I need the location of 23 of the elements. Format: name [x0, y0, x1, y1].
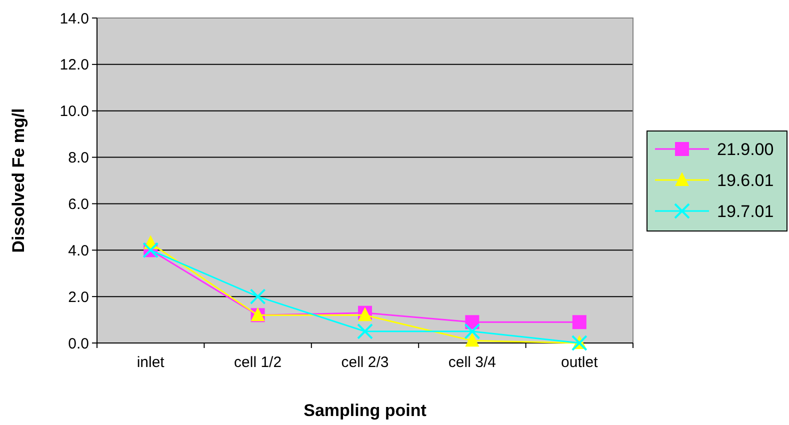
- x-tick-label: inlet: [136, 354, 166, 371]
- x-axis-title: Sampling point: [304, 401, 427, 420]
- y-tick-label: 6.0: [68, 196, 89, 213]
- legend-label: 19.6.01: [717, 170, 774, 190]
- point: [464, 323, 480, 340]
- y-tick-label: 0.0: [68, 335, 89, 352]
- point: [465, 332, 480, 347]
- y-tick-label: 10.0: [60, 103, 89, 120]
- point: [357, 323, 373, 340]
- x-tick-label: cell 2/3: [341, 354, 389, 371]
- x-tick-label: cell 1/2: [234, 354, 282, 371]
- point: [572, 315, 586, 330]
- y-tick-label: 4.0: [68, 242, 89, 260]
- y-tick-label: 14.0: [60, 10, 89, 28]
- x-tick-label: cell 3/4: [448, 354, 496, 371]
- y-tick-label: 8.0: [68, 150, 89, 167]
- point: [250, 288, 266, 305]
- y-tick-label: 12.0: [60, 56, 89, 74]
- legend-label: 19.7.01: [717, 202, 774, 221]
- x-tick-label: outlet: [561, 354, 599, 371]
- y-axis-title: Dissolved Fe mg/l: [9, 108, 28, 253]
- y-tick-label: 2.0: [68, 288, 89, 306]
- legend-label: 21.9.00: [717, 140, 774, 159]
